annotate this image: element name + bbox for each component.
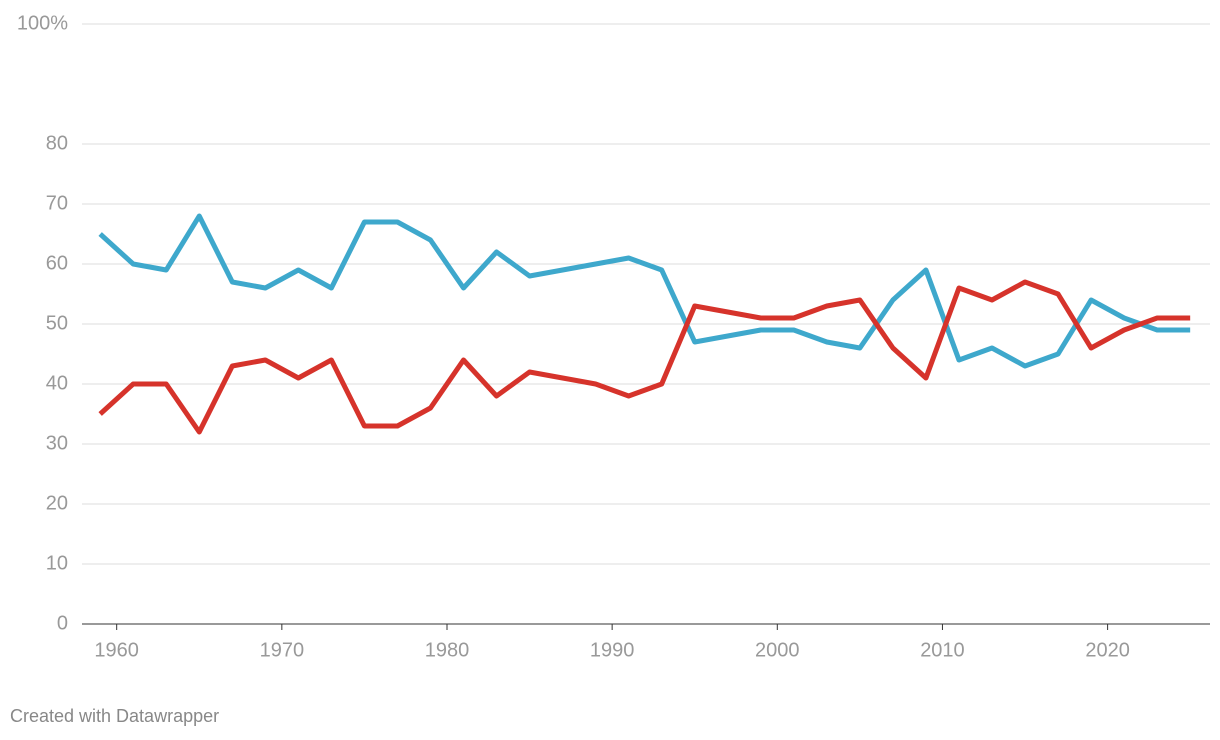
x-tick-label: 2010 (920, 639, 965, 661)
x-tick-label: 1990 (590, 639, 635, 661)
y-tick-label: 10 (46, 552, 68, 574)
y-tick-label: 0 (57, 612, 68, 634)
x-tick-label: 2020 (1085, 639, 1130, 661)
x-tick-label: 1960 (94, 639, 139, 661)
y-tick-label: 20 (46, 492, 68, 514)
series-line (98, 279, 1191, 435)
y-tick-label: 50 (46, 312, 68, 334)
x-tick-label: 2000 (755, 639, 800, 661)
series-line (98, 213, 1191, 369)
y-tick-label: 80 (46, 132, 68, 154)
y-tick-label: 60 (46, 252, 68, 274)
y-tick-label: 100% (17, 12, 68, 34)
y-tick-label: 70 (46, 192, 68, 214)
x-tick-label: 1980 (425, 639, 470, 661)
y-tick-label: 40 (46, 372, 68, 394)
y-tick-label: 30 (46, 432, 68, 454)
footer: Created with Datawrapper (10, 706, 219, 726)
x-tick-label: 1970 (260, 639, 305, 661)
